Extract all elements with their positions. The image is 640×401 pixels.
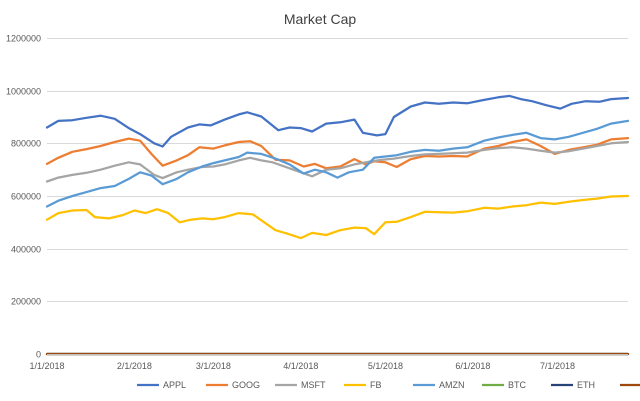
legend-item-goog: GOOG: [206, 380, 260, 390]
series-line-fb: [45, 194, 630, 240]
legend-label: AMZN: [439, 380, 465, 390]
y-axis-labels: 0 200000 400000 600000 800000 1000000 1200000: [6, 34, 41, 360]
legend-item-msft: MSFT: [275, 380, 326, 390]
series-line-appl: [45, 94, 630, 148]
y-tick-label: 0: [36, 350, 41, 360]
chart-title: Market Cap: [284, 11, 357, 27]
series-lines: [45, 94, 630, 356]
legend-label: BTC: [508, 380, 527, 390]
legend: APPL GOOG MSFT FB AMZN BTC ETH XRP: [137, 380, 640, 390]
x-axis-labels: 1/1/2018 2/1/2018 3/1/2018 4/1/2018 5/1/2018…: [29, 361, 575, 371]
legend-item-btc: BTC: [482, 380, 527, 390]
y-tick-label: 800000: [11, 139, 41, 149]
x-tick-label: 6/1/2018: [455, 361, 490, 371]
y-tick-label: 200000: [11, 297, 41, 307]
x-tick-label: 1/1/2018: [29, 361, 64, 371]
legend-label: ETH: [577, 380, 595, 390]
legend-item-xrp: XRP: [620, 383, 640, 387]
y-tick-label: 600000: [11, 192, 41, 202]
y-tick-label: 1000000: [6, 87, 41, 97]
legend-label: MSFT: [301, 380, 326, 390]
x-tick-label: 2/1/2018: [117, 361, 152, 371]
legend-label: APPL: [163, 380, 186, 390]
y-tick-label: 1200000: [6, 34, 41, 44]
x-tick-label: 7/1/2018: [540, 361, 575, 371]
legend-label: FB: [370, 380, 382, 390]
x-tick-label: 4/1/2018: [283, 361, 318, 371]
y-tick-label: 400000: [11, 245, 41, 255]
series-line-amzn: [45, 119, 630, 208]
legend-label: GOOG: [232, 380, 260, 390]
series-line-goog: [45, 136, 630, 170]
legend-item-eth: ETH: [551, 380, 595, 390]
x-tick-label: 3/1/2018: [196, 361, 231, 371]
x-tick-label: 5/1/2018: [368, 361, 403, 371]
legend-item-fb: FB: [344, 380, 382, 390]
legend-item-appl: APPL: [137, 380, 186, 390]
gridlines: [47, 38, 628, 302]
legend-item-amzn: AMZN: [413, 380, 465, 390]
series-line-msft: [45, 140, 630, 183]
